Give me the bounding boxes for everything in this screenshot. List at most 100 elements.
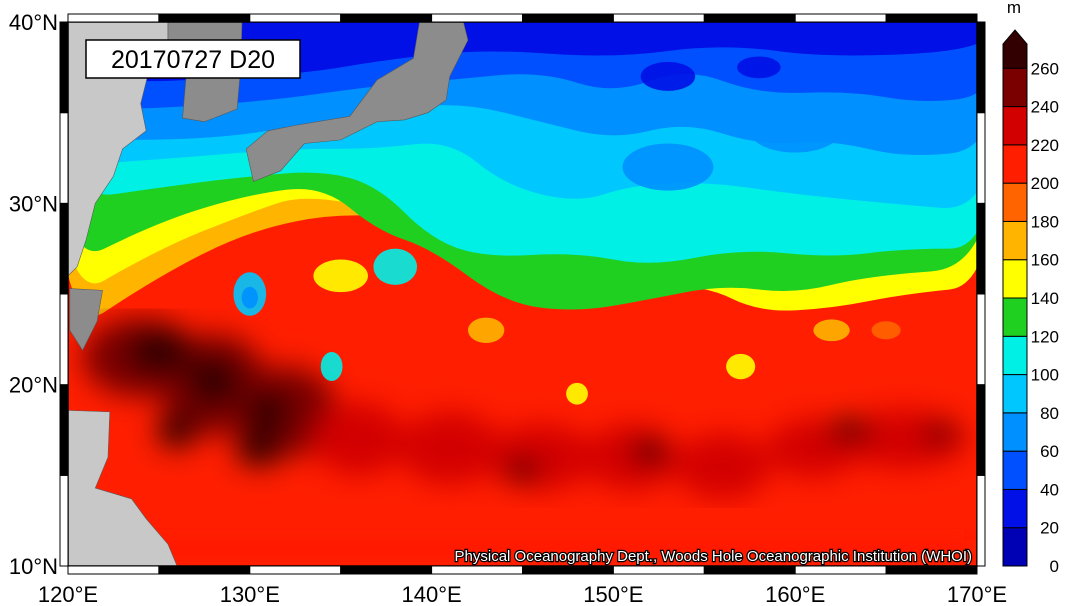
- credit-line: Physical Oceanography Dept., Woods Hole …: [455, 548, 972, 565]
- colorbar-unit: m: [1007, 0, 1021, 17]
- frame-segment-left: [59, 202, 69, 295]
- deep-warm-pool: [82, 317, 968, 499]
- frame-segment-left: [59, 384, 69, 476]
- eddy-5: [504, 145, 578, 189]
- eddy-2: [320, 352, 343, 382]
- frame-segment-bottom: [340, 565, 433, 575]
- warm-eddy-11: [186, 355, 241, 407]
- colorbar-label: 80: [1040, 404, 1059, 423]
- colorbar: m 0 20 40 60 80 100 120 140 160 180 200 220 240 260: [1002, 0, 1059, 576]
- frame-segment-right: [976, 384, 986, 476]
- frame-segment-left: [59, 112, 69, 204]
- eddy-8: [640, 61, 696, 91]
- colorbar-box: [1002, 144, 1028, 184]
- longitude-tick-labels: 120°E 130°E 140°E 150°E 160°E 170°E: [38, 582, 1007, 606]
- eddy-10: [566, 382, 588, 405]
- colorbar-box: [1002, 527, 1028, 567]
- lon-tick-label: 170°E: [947, 582, 1007, 606]
- colorbar-box: [1002, 412, 1028, 452]
- colorbar-box: [1002, 374, 1028, 414]
- colorbar-extend-max: [1002, 29, 1028, 69]
- warm-eddy-13: [235, 430, 283, 467]
- frame-segment-top: [703, 13, 796, 23]
- warm-eddy-7: [675, 433, 770, 499]
- frame-segment-top: [612, 13, 705, 23]
- frame-segment-right: [976, 293, 986, 386]
- latitude-tick-labels: 10°N 20°N 30°N 40°N: [9, 10, 58, 579]
- frame-segment-top: [67, 13, 160, 23]
- colorbar-box: [1002, 335, 1028, 376]
- frame-segment-bottom: [431, 565, 524, 575]
- frame-segment-top: [431, 13, 524, 23]
- frame-segment-left: [59, 293, 69, 386]
- colorbar-label: 240: [1031, 98, 1059, 117]
- frame-segment-top: [249, 13, 342, 23]
- frame-segment-right: [976, 202, 986, 295]
- philippines: [68, 410, 178, 566]
- colorbar-label: 260: [1031, 59, 1059, 78]
- colorbar-box: [1002, 259, 1028, 299]
- frame-segment-bottom: [612, 565, 705, 575]
- eddy-13: [871, 321, 901, 340]
- frame-segment-bottom: [794, 565, 887, 575]
- colorbar-label: 120: [1031, 327, 1059, 346]
- eddy-11: [726, 353, 756, 380]
- colorbar-label: 140: [1031, 289, 1059, 308]
- colorbar-box: [1002, 67, 1028, 108]
- eddy-3: [313, 259, 368, 293]
- lon-tick-label: 150°E: [583, 582, 643, 606]
- colorbar-label: 40: [1040, 480, 1059, 499]
- map-title: 20170727 D20: [111, 46, 275, 74]
- map-frame: [59, 13, 986, 575]
- warm-eddy-12: [244, 390, 292, 431]
- frame-segment-top: [340, 13, 433, 23]
- japan: [245, 22, 469, 182]
- map-title-box: 20170727 D20: [85, 39, 301, 79]
- frame-segment-bottom: [67, 565, 160, 575]
- lat-tick-label: 20°N: [9, 373, 58, 398]
- frame-segment-bottom: [249, 565, 342, 575]
- eddy-14: [467, 317, 505, 343]
- frame-segment-right: [976, 474, 986, 567]
- colorbar-box: [1002, 220, 1028, 261]
- lon-tick-label: 120°E: [38, 582, 98, 606]
- eddy-1: [241, 286, 258, 309]
- colorbar-label: 60: [1040, 442, 1059, 461]
- lat-tick-label: 10°N: [9, 554, 58, 579]
- colorbar-box: [1002, 106, 1028, 146]
- warm-eddy-4: [398, 411, 501, 485]
- eddy-12: [813, 319, 850, 342]
- lon-tick-label: 160°E: [765, 582, 825, 606]
- colorbar-label: 200: [1031, 174, 1059, 193]
- warm-eddy-3: [313, 402, 405, 476]
- frame-segment-bottom: [885, 565, 978, 575]
- warm-eddy-9: [840, 410, 968, 469]
- warm-eddy-14: [157, 411, 198, 449]
- warm-eddy-5: [486, 424, 596, 490]
- colorbar-box: [1002, 297, 1028, 337]
- frame-segment-top: [885, 13, 978, 23]
- lon-tick-label: 130°E: [220, 582, 280, 606]
- colorbar-label: 20: [1040, 519, 1059, 538]
- frame-segment-bottom: [522, 565, 614, 575]
- frame-segment-top: [794, 13, 887, 23]
- warm-eddy-16: [631, 439, 668, 465]
- colorbar-label: 0: [1050, 557, 1059, 576]
- eddy-6: [622, 143, 714, 191]
- frame-segment-bottom: [703, 565, 796, 575]
- colorbar-box: [1002, 450, 1028, 490]
- colorbar-labels: 0 20 40 60 80 100 120 140 160 180 200 220 240 260: [1031, 59, 1059, 576]
- frame-segment-left: [59, 474, 69, 567]
- frame-segment-right: [976, 21, 986, 114]
- warm-eddy-10: [126, 328, 192, 376]
- frame-segment-left: [59, 21, 69, 114]
- lon-tick-label: 140°E: [402, 582, 462, 606]
- colorbar-box: [1002, 182, 1028, 222]
- frame-segment-top: [522, 13, 614, 23]
- colorbar-label: 220: [1031, 136, 1059, 155]
- d20-eddy-features: [233, 56, 901, 405]
- colorbar-boxes: [1002, 29, 1028, 567]
- southern-edge-band: [68, 529, 977, 566]
- warm-eddy-18: [922, 424, 959, 443]
